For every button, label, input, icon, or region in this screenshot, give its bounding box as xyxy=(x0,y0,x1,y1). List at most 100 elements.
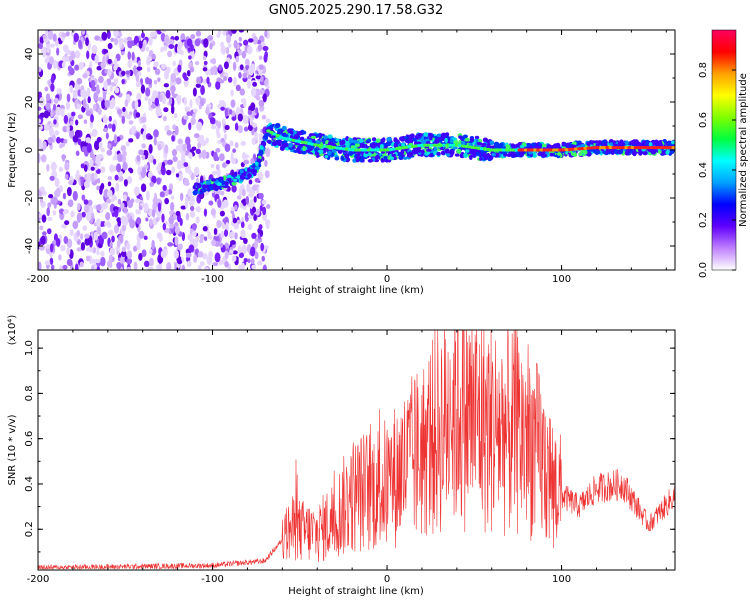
signal-speckle xyxy=(578,152,583,157)
noise-speckle xyxy=(151,239,155,250)
noise-speckle xyxy=(87,199,93,207)
noise-speckle xyxy=(159,191,165,198)
signal-speckle xyxy=(612,140,617,144)
track-point xyxy=(599,146,604,150)
noise-speckle xyxy=(183,76,189,82)
noise-speckle xyxy=(107,68,112,77)
noise-speckle xyxy=(109,85,113,92)
signal-speckle xyxy=(314,147,318,153)
noise-speckle xyxy=(109,247,116,256)
noise-speckle xyxy=(121,246,126,253)
x-tick-label: 0 xyxy=(384,274,390,285)
noise-speckle xyxy=(220,190,225,196)
noise-speckle xyxy=(86,142,92,153)
noise-speckle xyxy=(123,179,128,187)
noise-speckle xyxy=(175,210,181,217)
noise-speckle xyxy=(168,210,174,216)
track-point xyxy=(269,130,274,135)
noise-speckle xyxy=(249,246,256,257)
colorbar-tick-label: 0.6 xyxy=(698,112,709,128)
noise-speckle xyxy=(120,250,127,258)
noise-speckle xyxy=(147,97,152,107)
noise-speckle xyxy=(151,175,157,184)
noise-speckle xyxy=(89,159,94,167)
noise-speckle xyxy=(245,195,250,205)
noise-speckle xyxy=(257,44,263,52)
spectrogram-x-label: Height of straight line (km) xyxy=(288,285,424,296)
noise-speckle xyxy=(153,192,158,203)
noise-speckle xyxy=(69,120,74,126)
x-tick-label: 100 xyxy=(552,574,571,585)
noise-speckle xyxy=(106,198,112,204)
noise-speckle xyxy=(215,147,221,153)
signal-speckle xyxy=(491,152,496,157)
signal-speckle xyxy=(426,148,432,152)
signal-speckle xyxy=(258,149,264,156)
noise-speckle xyxy=(261,199,267,205)
noise-speckle xyxy=(52,196,58,205)
noise-speckle xyxy=(96,266,100,270)
y-tick-label: -40 xyxy=(24,238,35,254)
noise-speckle xyxy=(251,232,257,239)
noise-speckle xyxy=(160,250,167,259)
noise-speckle xyxy=(156,177,161,185)
noise-speckle xyxy=(193,133,200,139)
noise-speckle xyxy=(83,204,90,214)
noise-speckle xyxy=(219,210,225,217)
signal-speckle xyxy=(458,135,463,139)
signal-speckle xyxy=(401,142,406,147)
noise-speckle xyxy=(81,194,86,201)
noise-speckle xyxy=(110,197,115,203)
noise-speckle xyxy=(98,141,103,149)
noise-speckle xyxy=(117,198,122,205)
noise-speckle xyxy=(96,250,100,256)
noise-speckle xyxy=(75,119,79,126)
signal-speckle xyxy=(344,153,350,159)
track-point xyxy=(649,146,654,150)
noise-speckle xyxy=(103,80,108,91)
noise-speckle xyxy=(84,237,91,246)
noise-speckle xyxy=(79,233,84,240)
noise-speckle xyxy=(152,158,157,165)
noise-speckle xyxy=(132,245,138,252)
noise-speckle xyxy=(210,208,216,216)
signal-speckle xyxy=(327,134,333,139)
noise-speckle xyxy=(49,175,55,181)
noise-speckle xyxy=(76,230,81,237)
noise-speckle xyxy=(103,49,109,54)
noise-speckle xyxy=(92,104,97,112)
signal-speckle xyxy=(474,135,480,140)
noise-speckle xyxy=(76,238,81,246)
track-point xyxy=(272,132,277,136)
track-point xyxy=(545,148,551,152)
signal-speckle xyxy=(227,177,232,182)
signal-speckle xyxy=(259,145,264,151)
signal-speckle xyxy=(271,141,278,147)
signal-speckle xyxy=(254,161,259,166)
track-point xyxy=(611,146,617,150)
noise-speckle xyxy=(224,250,229,260)
signal-speckle xyxy=(296,131,303,136)
noise-speckle xyxy=(56,136,61,144)
noise-speckle xyxy=(177,138,183,145)
noise-speckle xyxy=(121,115,126,124)
noise-speckle xyxy=(72,220,79,230)
noise-speckle xyxy=(114,87,120,94)
noise-speckle xyxy=(237,113,243,122)
noise-speckle xyxy=(123,206,128,214)
signal-speckle xyxy=(260,140,266,145)
noise-speckle xyxy=(243,154,250,159)
noise-speckle xyxy=(44,57,50,64)
noise-speckle xyxy=(184,181,190,186)
noise-speckle xyxy=(101,31,108,41)
signal-speckle xyxy=(408,151,413,157)
noise-speckle xyxy=(127,51,132,60)
noise-speckle xyxy=(263,53,268,63)
signal-speckle xyxy=(464,137,471,142)
noise-speckle xyxy=(169,222,175,229)
noise-speckle xyxy=(193,240,198,249)
noise-speckle xyxy=(135,132,140,140)
noise-speckle xyxy=(189,210,196,218)
noise-speckle xyxy=(250,258,255,265)
noise-speckle xyxy=(141,32,145,39)
